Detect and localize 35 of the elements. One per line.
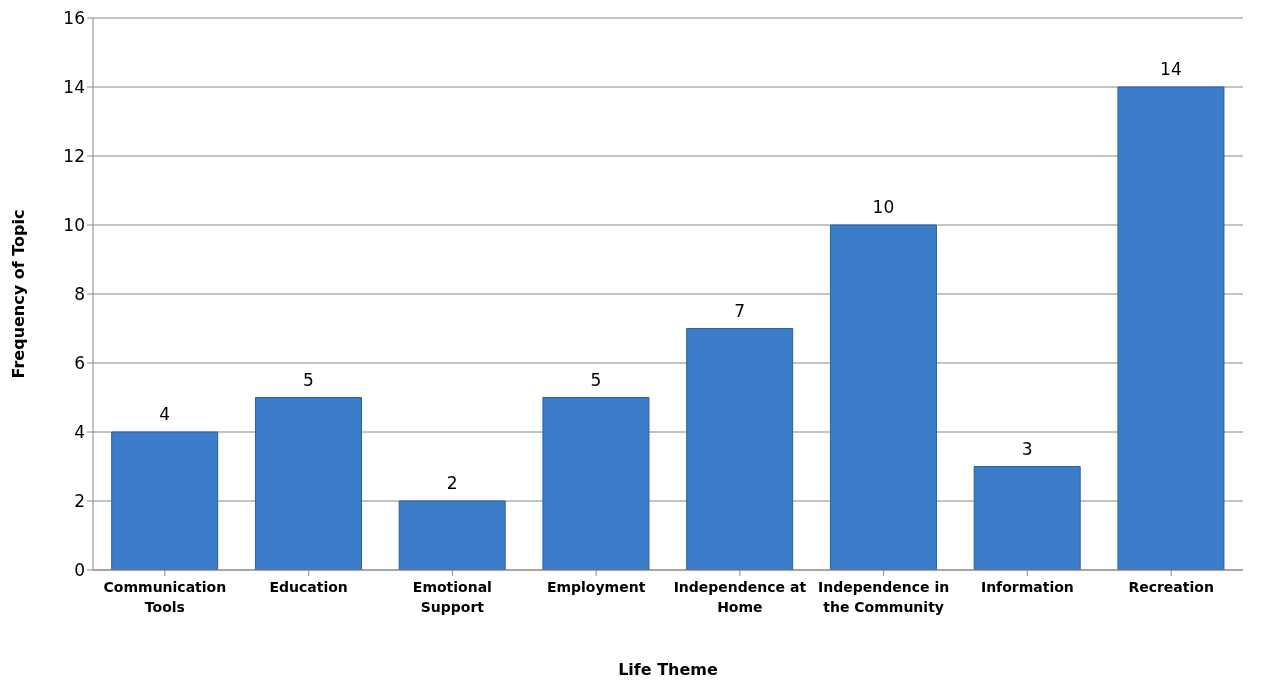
bar <box>829 224 937 570</box>
y-tick-label: 12 <box>63 146 85 167</box>
data-label: 2 <box>446 473 458 493</box>
bar <box>542 397 650 570</box>
y-tick-label: 0 <box>74 560 85 581</box>
x-tick-label: Information <box>980 579 1074 595</box>
y-tick-label: 8 <box>74 284 85 305</box>
bar <box>111 431 219 570</box>
bar <box>398 500 506 570</box>
x-tick-label: Recreation <box>1128 579 1214 595</box>
x-tick-label: Emotional Support <box>412 579 492 615</box>
y-tick-label: 16 <box>63 8 85 29</box>
x-tick-label: Education <box>269 579 348 595</box>
x-tick-label: Communication Tools <box>103 579 227 615</box>
x-tick-label: Independence at Home <box>673 579 807 615</box>
data-label: 3 <box>1021 438 1033 459</box>
data-label: 7 <box>734 300 746 321</box>
x-axis-title: Life Theme <box>618 660 719 679</box>
y-axis-title: Frequency of Topic <box>8 209 28 379</box>
x-tick-label: Independence in the Community <box>818 579 950 615</box>
y-tick-label: 14 <box>63 77 85 98</box>
y-tick-label: 10 <box>63 215 85 236</box>
data-label: 4 <box>159 404 171 424</box>
y-tick-label: 6 <box>74 353 85 374</box>
data-label: 10 <box>872 197 895 217</box>
bar <box>1117 86 1225 570</box>
x-tick-label: Employment <box>546 579 646 595</box>
y-tick-label: 4 <box>74 422 85 443</box>
data-label: 5 <box>303 369 314 390</box>
y-tick-label: 2 <box>74 491 85 512</box>
data-label: 14 <box>1160 59 1182 79</box>
data-label: 5 <box>590 369 602 390</box>
bar <box>973 466 1081 570</box>
bar <box>254 397 362 570</box>
bar <box>686 328 794 570</box>
